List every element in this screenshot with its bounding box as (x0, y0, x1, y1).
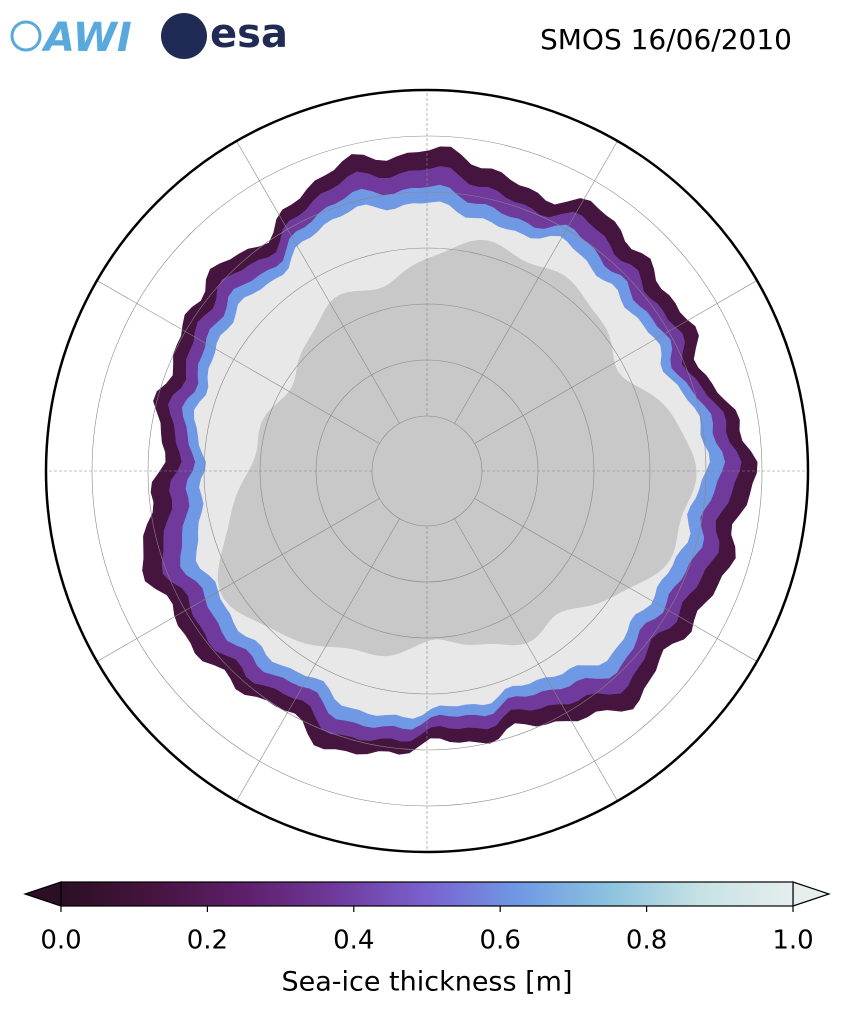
colorbar-tick-label: 0.6 (480, 926, 521, 956)
colorbar-tick-label: 0.2 (187, 926, 228, 956)
graticule (231, 133, 400, 424)
colorbar-tick-label: 1.0 (772, 926, 813, 956)
colorbar-scale (60, 881, 794, 907)
graticule (89, 498, 380, 667)
graticule (89, 275, 380, 444)
graticule (474, 275, 765, 444)
graticule (474, 498, 765, 667)
esa-logo: esa (161, 11, 288, 59)
continent (217, 239, 697, 657)
colorbar-tick-label: 0.8 (626, 926, 667, 956)
colorbar: 0.0 0.2 0.4 0.6 0.8 1.0 (23, 881, 831, 956)
map-boundary (44, 88, 810, 854)
colorbar-tick-label: 0.4 (333, 926, 374, 956)
colorbar-extend-low (23, 881, 62, 907)
graticule (231, 518, 400, 809)
graticule (454, 133, 623, 424)
esa-text: esa (210, 11, 288, 57)
map (46, 90, 808, 852)
graticule (454, 518, 623, 809)
colorbar-extend-high (792, 881, 831, 907)
colorbar-tick-label: 0.0 (40, 926, 81, 956)
map-title: SMOS 16/06/2010 (540, 23, 792, 56)
colorbar-label: Sea-ice thickness [m] (281, 967, 572, 998)
awi-text: AWI (41, 15, 132, 61)
graticule (147, 191, 707, 751)
awi-logo: AWI (10, 15, 132, 61)
